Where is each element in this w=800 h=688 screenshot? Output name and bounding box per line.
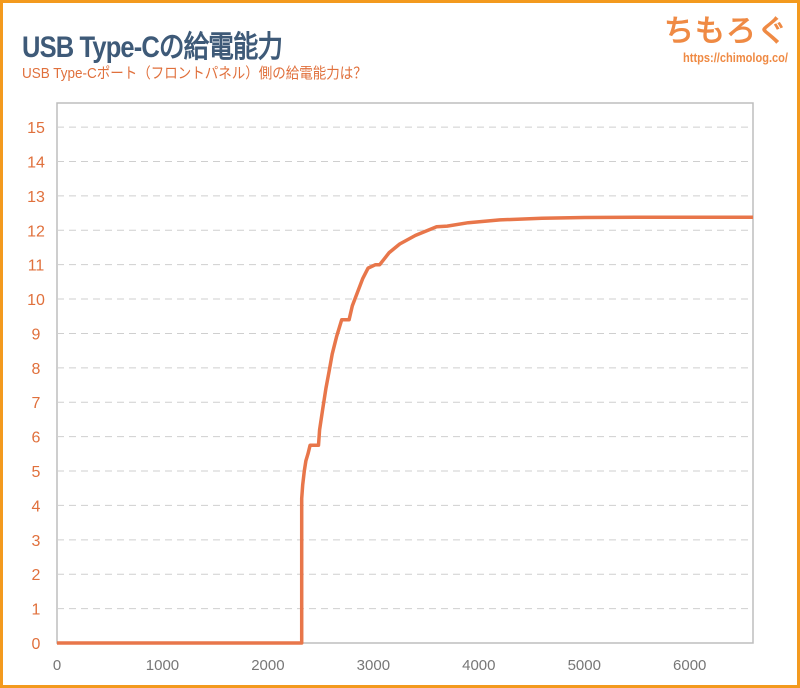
y-tick-label: 14 — [27, 154, 45, 171]
y-tick-label: 3 — [32, 533, 41, 550]
y-tick-label: 7 — [32, 395, 41, 412]
y-tick-label: 5 — [32, 464, 41, 481]
logo-mark: ちもろぐ — [664, 15, 788, 48]
y-tick-label: 9 — [32, 326, 41, 343]
y-tick-label: 11 — [28, 258, 45, 275]
x-tick-label: 5000 — [568, 657, 601, 674]
x-tick-label: 0 — [53, 657, 61, 674]
chart-title: USB Type-Cの給電能力 — [22, 31, 283, 64]
y-tick-label: 0 — [32, 636, 41, 653]
y-tick-label: 10 — [27, 292, 45, 309]
x-tick-label: 4000 — [462, 657, 495, 674]
x-tick-label: 6000 — [673, 657, 706, 674]
y-tick-label: 2 — [32, 567, 41, 584]
y-tick-label: 12 — [27, 223, 45, 240]
y-tick-label: 4 — [32, 498, 41, 515]
chart-subtitle: USB Type-Cポート（フロントパネル）側の給電能力は？ — [22, 65, 367, 82]
y-tick-label: 1 — [32, 602, 41, 619]
plot-area — [56, 102, 754, 644]
x-tick-label: 3000 — [357, 657, 390, 674]
y-tick-label: 6 — [32, 430, 41, 447]
series-line — [57, 215, 753, 645]
y-tick-label: 8 — [32, 361, 41, 378]
y-tick-label: 15 — [27, 120, 45, 137]
x-tick-label: 1000 — [146, 657, 179, 674]
logo-url: https://chimolog.co/ — [683, 50, 788, 65]
x-tick-label: 2000 — [251, 657, 284, 674]
y-tick-label: 13 — [27, 189, 45, 206]
logo: ちもろぐ https://chimolog.co/ — [664, 6, 788, 65]
